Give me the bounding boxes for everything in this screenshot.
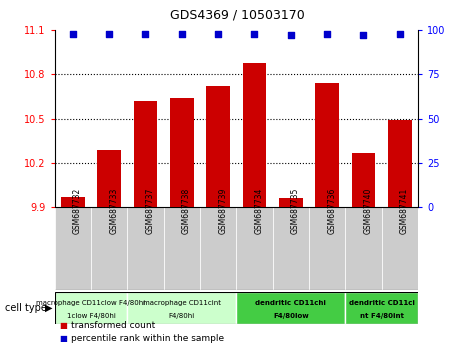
Bar bbox=[133, 101, 157, 207]
Text: 1clow F4/80hi: 1clow F4/80hi bbox=[66, 313, 115, 319]
Text: transformed count: transformed count bbox=[71, 321, 155, 330]
Point bbox=[105, 31, 113, 36]
Text: GSM687740: GSM687740 bbox=[363, 188, 372, 234]
Text: GSM687738: GSM687738 bbox=[182, 188, 191, 234]
Text: GSM687741: GSM687741 bbox=[400, 188, 409, 234]
Point bbox=[287, 33, 294, 38]
FancyBboxPatch shape bbox=[163, 207, 200, 290]
Bar bbox=[55, 292, 127, 324]
Bar bbox=[315, 83, 339, 207]
Text: GDS4369 / 10503170: GDS4369 / 10503170 bbox=[170, 9, 305, 22]
Text: dendritic CD11ci: dendritic CD11ci bbox=[349, 300, 415, 306]
Text: GSM687736: GSM687736 bbox=[327, 188, 336, 234]
Point bbox=[142, 31, 149, 36]
Text: macrophage CD11clow F4/80hi: macrophage CD11clow F4/80hi bbox=[37, 300, 145, 306]
Bar bbox=[243, 63, 266, 207]
FancyBboxPatch shape bbox=[127, 207, 163, 290]
Text: ▶: ▶ bbox=[45, 303, 52, 313]
FancyBboxPatch shape bbox=[345, 207, 381, 290]
Bar bbox=[170, 98, 194, 207]
FancyBboxPatch shape bbox=[200, 207, 237, 290]
FancyBboxPatch shape bbox=[273, 207, 309, 290]
Point bbox=[360, 33, 367, 38]
Text: F4/80low: F4/80low bbox=[273, 313, 309, 319]
Text: GSM687732: GSM687732 bbox=[73, 188, 82, 234]
Text: macrophage CD11cint: macrophage CD11cint bbox=[143, 300, 221, 306]
FancyBboxPatch shape bbox=[55, 207, 91, 290]
Text: GSM687734: GSM687734 bbox=[255, 188, 264, 234]
Point bbox=[396, 31, 404, 36]
Text: percentile rank within the sample: percentile rank within the sample bbox=[71, 333, 224, 343]
Bar bbox=[388, 120, 412, 207]
Text: F4/80hi: F4/80hi bbox=[169, 313, 195, 319]
FancyBboxPatch shape bbox=[91, 207, 127, 290]
FancyBboxPatch shape bbox=[309, 207, 345, 290]
Point bbox=[323, 31, 331, 36]
Bar bbox=[352, 153, 375, 207]
FancyBboxPatch shape bbox=[237, 207, 273, 290]
Text: GSM687735: GSM687735 bbox=[291, 188, 300, 234]
Bar bbox=[127, 292, 237, 324]
Bar bbox=[345, 292, 418, 324]
Text: GSM687733: GSM687733 bbox=[109, 188, 118, 234]
Point bbox=[251, 31, 258, 36]
Bar bbox=[61, 197, 85, 207]
Text: ■: ■ bbox=[59, 333, 67, 343]
Point bbox=[214, 31, 222, 36]
Text: GSM687739: GSM687739 bbox=[218, 188, 227, 234]
Text: cell type: cell type bbox=[5, 303, 47, 313]
Bar bbox=[206, 86, 230, 207]
Bar bbox=[237, 292, 345, 324]
Bar bbox=[279, 198, 303, 207]
Text: ■: ■ bbox=[59, 321, 67, 330]
Text: nt F4/80int: nt F4/80int bbox=[360, 313, 404, 319]
FancyBboxPatch shape bbox=[381, 207, 418, 290]
Point bbox=[178, 31, 186, 36]
Bar bbox=[97, 150, 121, 207]
Point bbox=[69, 31, 76, 36]
Text: GSM687737: GSM687737 bbox=[145, 188, 154, 234]
Text: dendritic CD11chi: dendritic CD11chi bbox=[256, 300, 326, 306]
